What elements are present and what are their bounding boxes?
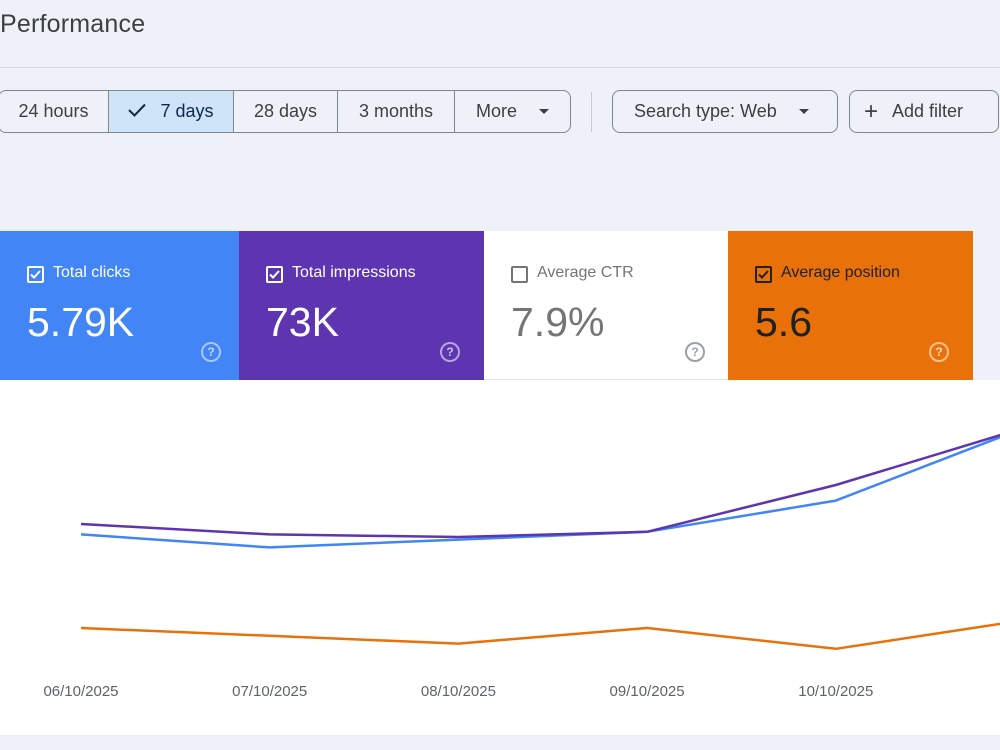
dropdown-arrow-icon: [798, 109, 809, 114]
help-icon[interactable]: ?: [685, 342, 705, 362]
metric-label: Average CTR: [537, 264, 634, 281]
metric-value: 5.6: [755, 299, 812, 345]
metric-value: 7.9%: [511, 299, 605, 345]
metric-label: Average position: [781, 264, 900, 281]
checkbox-checked-icon[interactable]: [755, 266, 772, 283]
series-line-total-impressions: [80, 433, 1000, 539]
search-type-dropdown[interactable]: Search type: Web: [612, 90, 838, 133]
search-type-label: Search type: Web: [634, 101, 777, 121]
checkbox-checked-icon[interactable]: [266, 266, 283, 283]
metric-value: 73K: [266, 299, 339, 345]
add-filter-button[interactable]: + Add filter: [849, 90, 999, 133]
metric-label: Total clicks: [53, 264, 131, 281]
x-tick-label: 07/10/2025: [232, 683, 307, 700]
range-28-days-label: 28 days: [253, 101, 318, 121]
add-filter-label: Add filter: [892, 101, 964, 121]
range-3-months-label: 3 months: [358, 101, 434, 121]
help-icon[interactable]: ?: [929, 342, 949, 362]
metric-card-total-impressions[interactable]: Total impressions 73K ?: [239, 231, 484, 380]
metric-card-total-clicks[interactable]: Total clicks 5.79K ?: [0, 231, 239, 380]
x-tick-label: 09/10/2025: [610, 683, 685, 700]
range-24-hours-button[interactable]: 24 hours: [0, 91, 109, 132]
x-tick-label: 08/10/2025: [421, 683, 496, 700]
help-icon[interactable]: ?: [201, 342, 221, 362]
range-7-days-label: 7 days: [160, 101, 214, 121]
range-3-months-button[interactable]: 3 months: [338, 91, 455, 132]
range-more-dropdown[interactable]: More: [455, 91, 570, 132]
metric-cards: Total clicks 5.79K ? Total impressions 7…: [0, 231, 1000, 380]
help-icon[interactable]: ?: [440, 342, 460, 362]
date-range-selector: 24 hours 7 days 28 days 3 months More: [0, 90, 571, 133]
checkbox-unchecked-icon[interactable]: [511, 266, 528, 283]
checkmark-icon: [128, 101, 148, 122]
range-24-hours-label: 24 hours: [18, 101, 89, 121]
series-line-total-clicks: [80, 435, 1000, 549]
x-tick-label: 10/10/2025: [798, 683, 873, 700]
range-more-label: More: [475, 101, 517, 121]
metric-label: Total impressions: [292, 264, 416, 281]
page-title: Performance: [0, 10, 146, 38]
performance-chart: 06/10/2025 07/10/2025 08/10/2025 09/10/2025…: [0, 380, 1000, 735]
range-28-days-button[interactable]: 28 days: [234, 91, 338, 132]
header-divider: [0, 67, 1000, 68]
plus-icon: +: [864, 97, 879, 125]
metric-card-average-ctr[interactable]: Average CTR 7.9% ?: [484, 231, 728, 380]
x-tick-label: 06/10/2025: [43, 683, 118, 700]
range-7-days-button[interactable]: 7 days: [109, 91, 234, 132]
metric-value: 5.79K: [27, 299, 135, 345]
toolbar-separator: [591, 92, 592, 132]
metric-card-average-position[interactable]: Average position 5.6 ?: [728, 231, 973, 380]
dropdown-arrow-icon: [539, 109, 549, 114]
checkbox-checked-icon[interactable]: [27, 266, 44, 283]
series-line-average-position: [80, 622, 1000, 651]
performance-chart-svg: 06/10/2025 07/10/2025 08/10/2025 09/10/2025…: [43, 433, 1000, 700]
